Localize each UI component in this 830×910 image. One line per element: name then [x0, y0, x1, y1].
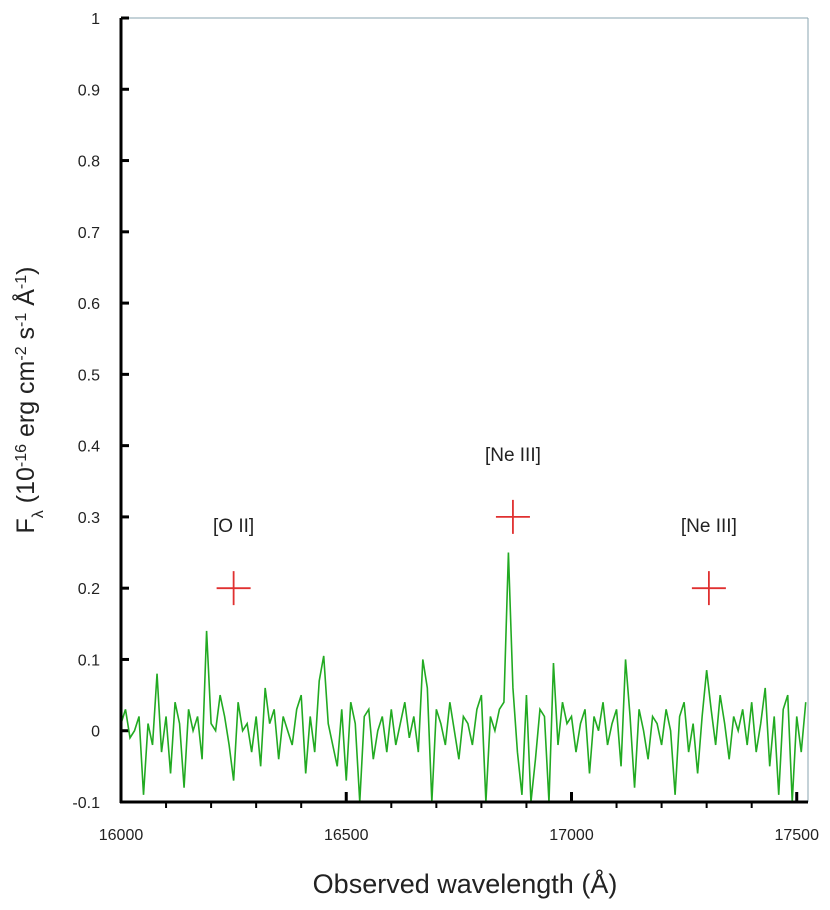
line-label: [O II] [213, 516, 254, 537]
x-tick-label: 16000 [99, 827, 144, 844]
line-marker [495, 499, 530, 534]
y-tick-label: 0.8 [78, 154, 100, 171]
y-axis-label-part: ) [12, 267, 40, 275]
y-tick-label: 0.2 [78, 581, 100, 598]
y-tick-label: 0.5 [78, 367, 100, 384]
line-marker [691, 571, 726, 606]
y-axis-label-part: -1 [13, 313, 30, 327]
y-tick-label: 0.4 [78, 439, 100, 456]
line-label: [Ne III] [485, 445, 541, 466]
x-axis-label: Observed wavelength (Å) [313, 868, 618, 899]
y-tick-label: 0.1 [78, 652, 100, 669]
y-axis-label-part: λ [30, 510, 47, 518]
line-label: [Ne III] [681, 516, 737, 537]
y-tick-label: 0.3 [78, 510, 100, 527]
spectrum-line [120, 552, 807, 803]
y-tick-label: 1 [91, 11, 100, 28]
x-tick-label: 17500 [774, 827, 819, 844]
y-axis-label-part: -16 [13, 444, 30, 467]
y-tick-label: 0.7 [78, 225, 100, 242]
y-tick-label: 0 [91, 724, 100, 741]
x-tick-label: 17000 [549, 827, 594, 844]
y-axis-label-part: F [12, 518, 40, 533]
y-axis-label-part: erg cm [12, 361, 40, 444]
y-axis-label-part: (10 [12, 467, 40, 510]
y-tick-label: 0.6 [78, 296, 100, 313]
y-axis-label-part: -2 [13, 346, 30, 360]
line-marker [216, 571, 251, 606]
y-axis-label-part: Å [10, 289, 40, 313]
y-tick-label: -0.1 [72, 795, 100, 812]
x-tick-label: 16500 [324, 827, 369, 844]
y-axis-label: Fλ (10-16 erg cm-2 s-1 Å-1) [10, 267, 47, 534]
y-tick-label: 0.9 [78, 82, 100, 99]
y-axis-label-part: -1 [13, 275, 30, 289]
y-axis-label-part: s [12, 327, 40, 346]
